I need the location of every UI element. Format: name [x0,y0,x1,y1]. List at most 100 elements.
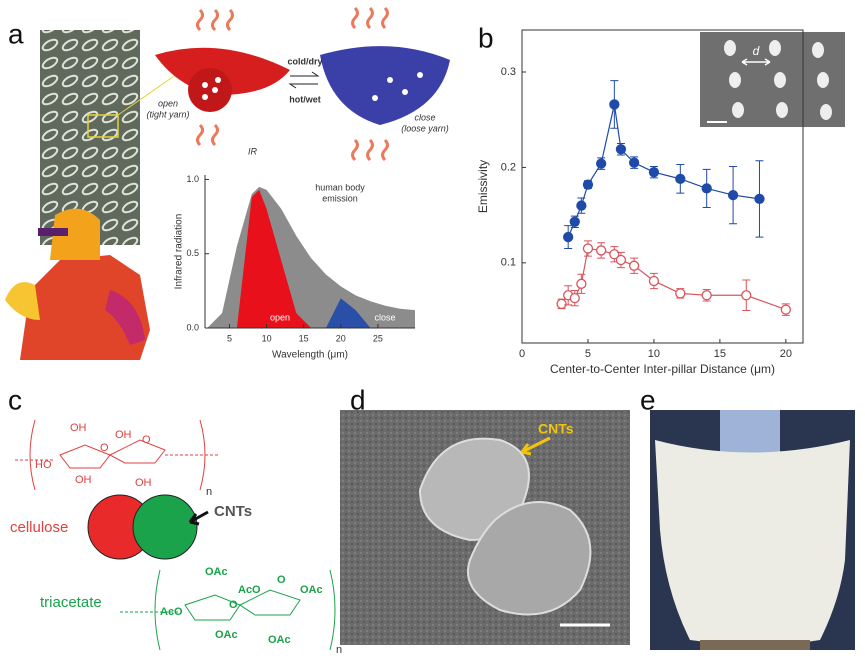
marker [596,158,607,169]
x-tick-label: 15 [299,333,309,343]
x-tick-label: 0 [519,348,525,360]
chem-label: n [206,486,212,498]
annotation: emission [322,193,358,203]
triacetate-circle [132,494,198,560]
open-sub: (tight yarn) [146,109,189,119]
marker [569,216,580,227]
x-tick-label: 20 [780,348,792,360]
zoom-box [87,114,119,138]
marker [727,189,739,201]
switch-top: cold/dry [287,56,322,66]
marker [648,167,660,178]
annotation: open [270,312,290,322]
chem-label: OH [135,477,152,489]
chem-label: OAc [205,566,228,578]
chem-label: OAc [268,634,291,646]
x-tick-label: 10 [262,333,272,343]
chem-label: OH [70,422,87,434]
yarn-open [155,47,290,112]
marker [556,298,567,310]
marker [615,144,627,155]
marker [701,183,712,194]
fiber-cross-section [418,437,592,616]
cellulose-structure [15,419,220,491]
cellulose-label: cellulose [10,519,68,536]
cnts-arrow [520,436,551,456]
y-tick-label: 0.2 [501,161,516,173]
panel-label: c [8,384,22,415]
marker [563,231,574,243]
equilibrium-arrow [288,71,320,89]
marker [628,260,640,271]
cnts-label: CNTs [214,503,252,520]
y-tick-label: 0.0 [186,322,199,332]
x-axis-label: Center-to-Center Inter-pillar Distance (… [550,362,775,376]
marker [648,275,660,287]
marker [576,278,587,289]
x-tick-label: 5 [227,333,232,343]
triacetate-structure [120,569,336,651]
chem-label: O [229,599,238,611]
photo [650,410,855,650]
annotation: close [374,312,395,322]
y-axis-label: Emissivity [476,160,490,213]
triacetate-label: triacetate [40,594,102,611]
panel-label: e [640,384,656,415]
marker [582,179,594,190]
area [236,189,312,328]
close-label: close [414,112,435,122]
panel-label: b [478,22,494,53]
marker [780,304,791,315]
chem-label: AcO [160,606,183,618]
x-tick-label: 5 [585,348,591,360]
marker [701,290,712,301]
x-tick-label: 25 [373,333,383,343]
inset-label: d [753,44,760,58]
chem-label: OAc [300,584,323,596]
x-axis-label: Wavelength (μm) [272,350,348,361]
x-tick-label: 20 [336,333,346,343]
chem-label: OAc [215,629,238,641]
x-tick-label: 15 [714,348,726,360]
chem-label: O [277,574,286,586]
switch-bottom: hot/wet [289,94,321,104]
chem-label: n [336,644,342,656]
thermal-person [5,208,150,360]
ir-label: IR [248,146,258,156]
annotation: human body [315,182,365,192]
close-sub: (loose yarn) [401,123,449,133]
chem-label: O [142,434,151,446]
area [207,186,415,328]
plot-frame [521,29,804,344]
y-tick-label: 0.3 [501,66,516,78]
yarn-close [320,46,450,125]
cnts-arrow [188,510,209,526]
marker [615,254,627,266]
y-tick-label: 1.0 [186,174,199,184]
y-axis-label: Infrared radiation [174,214,185,290]
cnts-label: CNTs [538,421,574,437]
marker [675,288,686,299]
y-tick-label: 0.5 [186,248,199,258]
marker [576,200,587,211]
x-tick-label: 10 [648,348,660,360]
y-tick-label: 0.1 [501,257,516,269]
area [325,298,371,328]
marker [596,245,607,256]
chem-label: HO [35,459,52,471]
marker [609,249,620,260]
marker [754,193,765,205]
marker [675,173,686,185]
series-line [561,247,787,311]
marker [569,292,580,304]
chem-label: OH [115,429,132,441]
panel-label: a [8,18,24,49]
open-label: open [158,98,178,108]
chem-label: O [100,442,109,454]
marker [628,157,640,168]
chem-label: OH [75,474,92,486]
marker [609,99,620,110]
panel-label: d [350,384,366,415]
marker [741,290,752,301]
